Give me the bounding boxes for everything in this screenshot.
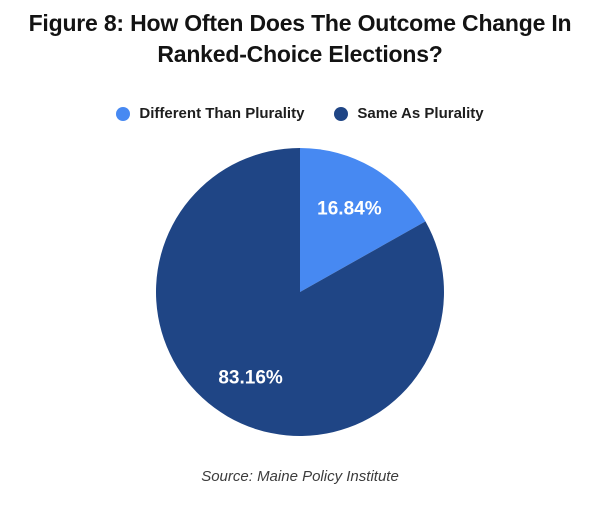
legend-label-same: Same As Plurality [357, 105, 484, 123]
pie-label-1: 83.16% [218, 368, 283, 389]
pie-label-0: 16.84% [317, 199, 382, 220]
legend-swatch-1 [334, 106, 349, 121]
pie-chart-area: 16.84% 83.16% [150, 142, 450, 442]
source-note: Source: Maine Policy Institute [201, 468, 399, 486]
chart-title: Figure 8: How Often Does The Outcome Cha… [28, 10, 572, 67]
pie-chart: 16.84% 83.16% [155, 148, 444, 437]
pie-slice-0 [300, 148, 426, 293]
legend-item-different: Different Than Plurality [116, 105, 304, 122]
legend-swatch-0 [116, 106, 131, 121]
pie-slice-1 [155, 148, 444, 437]
legend: Different Than Plurality Same As Plurali… [116, 105, 484, 123]
legend-label-different: Different Than Plurality [139, 105, 305, 123]
legend-item-same: Same As Plurality [334, 105, 484, 123]
